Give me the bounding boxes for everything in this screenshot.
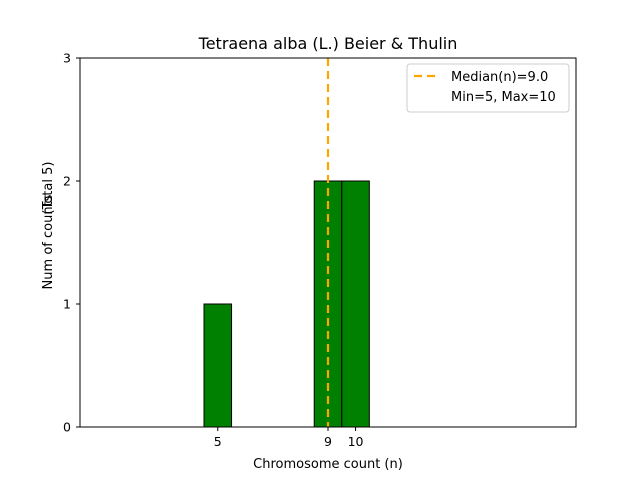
chart-title: Tetraena alba (L.) Beier & Thulin [198,34,458,53]
legend: Median(n)=9.0 Min=5, Max=10 [406,63,570,113]
x-ticks: 5 9 10 [214,427,364,449]
x-tick-label-9: 9 [324,434,332,449]
y-axis-label: Num of counts [41,194,56,289]
legend-median-label: Median(n)=9.0 [451,70,548,85]
bar-n-5 [203,303,233,428]
bar-group [80,180,439,428]
x-tick-label-10: 10 [348,434,364,449]
x-tick-label-5: 5 [214,434,222,449]
y-tick-label-1: 1 [63,297,71,312]
y-axis-total-note: (Total 5) [41,162,56,215]
y-ticks: 0 1 2 3 [63,51,80,435]
plot-area: 5 9 10 0 1 2 3 [63,51,577,449]
legend-box [406,63,570,113]
y-tick-label-3: 3 [63,51,71,66]
y-tick-label-0: 0 [63,420,71,435]
bar-n-10 [341,180,370,428]
x-axis-label: Chromosome count (n) [253,457,403,472]
legend-minmax-label: Min=5, Max=10 [451,90,556,105]
y-tick-label-2: 2 [63,174,71,189]
